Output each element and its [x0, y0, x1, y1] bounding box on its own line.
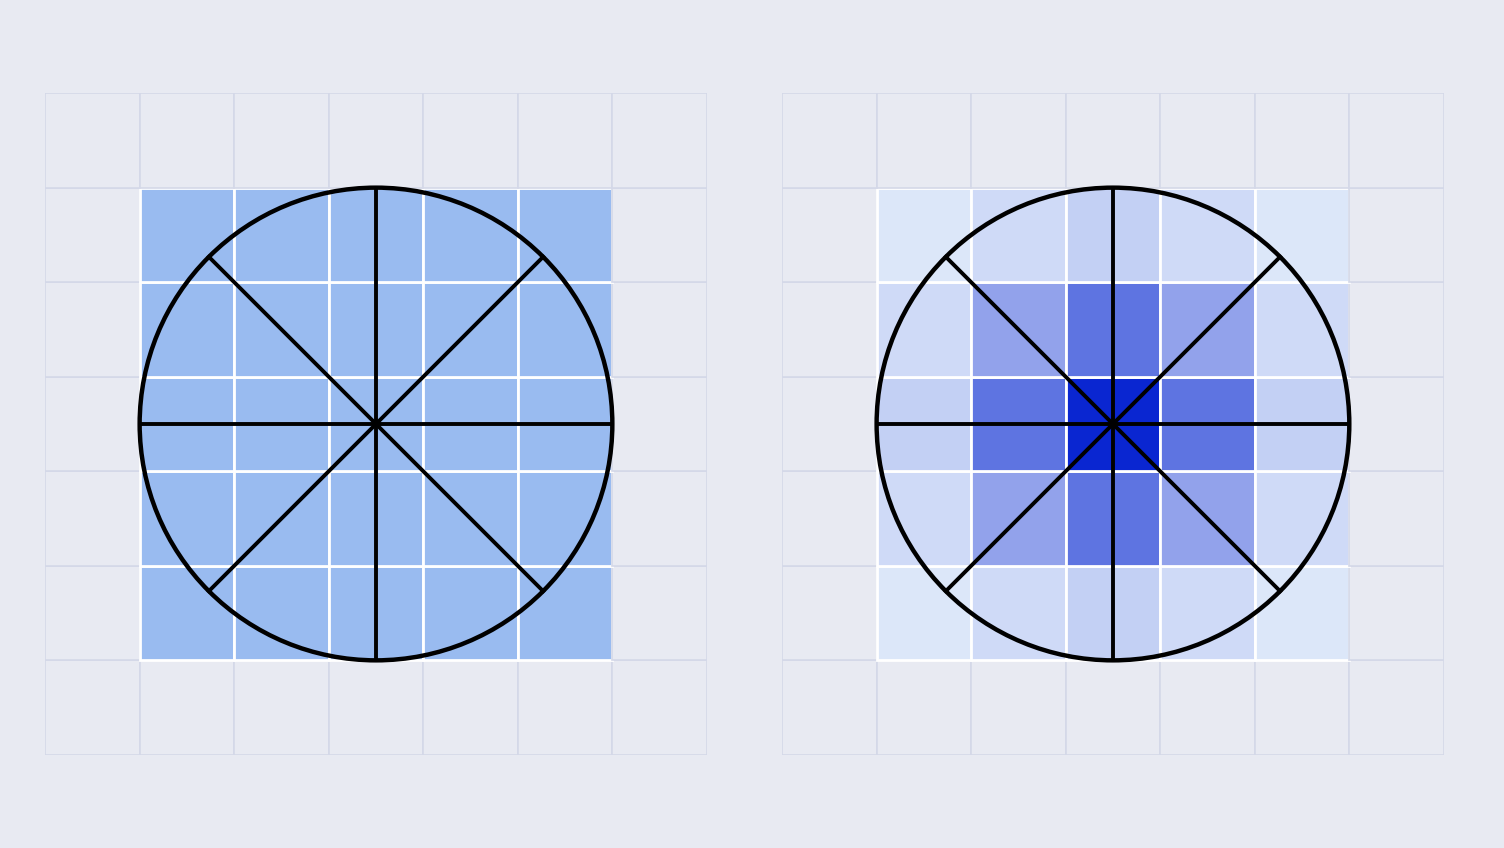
Bar	[423, 471, 517, 566]
Bar	[1160, 661, 1254, 755]
Bar	[972, 93, 1066, 187]
Bar	[235, 187, 329, 282]
Bar	[517, 377, 612, 471]
Bar	[423, 93, 517, 187]
Bar	[1349, 93, 1444, 187]
Bar	[329, 93, 423, 187]
Bar	[517, 566, 612, 661]
Bar	[235, 471, 329, 566]
Bar	[1066, 471, 1160, 566]
Bar	[45, 471, 140, 566]
Bar	[235, 282, 329, 377]
Bar	[612, 377, 707, 471]
Bar	[972, 282, 1066, 377]
Bar	[972, 661, 1066, 755]
Bar	[1160, 471, 1254, 566]
Bar	[423, 377, 517, 471]
Bar	[235, 566, 329, 661]
Bar	[1254, 282, 1349, 377]
Bar	[972, 471, 1066, 566]
Bar	[782, 566, 877, 661]
Bar	[877, 282, 972, 377]
Bar	[517, 282, 612, 377]
Bar	[877, 187, 972, 282]
Bar	[1160, 187, 1254, 282]
Bar	[1349, 661, 1444, 755]
Bar	[329, 661, 423, 755]
Bar	[1254, 377, 1349, 471]
Bar	[45, 282, 140, 377]
Bar	[517, 661, 612, 755]
Bar	[45, 661, 140, 755]
Bar	[140, 661, 235, 755]
Bar	[517, 471, 612, 566]
Bar	[612, 93, 707, 187]
Bar	[877, 566, 972, 661]
Bar	[1349, 187, 1444, 282]
Bar	[612, 471, 707, 566]
Bar	[140, 187, 235, 282]
Bar	[1254, 661, 1349, 755]
Bar	[1254, 187, 1349, 282]
Bar	[1160, 377, 1254, 471]
Bar	[612, 566, 707, 661]
Bar	[45, 93, 140, 187]
Bar	[423, 661, 517, 755]
Bar	[612, 282, 707, 377]
Bar	[423, 566, 517, 661]
Bar	[877, 471, 972, 566]
Bar	[329, 566, 423, 661]
Bar	[45, 566, 140, 661]
Bar	[1160, 566, 1254, 661]
Bar	[782, 661, 877, 755]
Bar	[45, 377, 140, 471]
Bar	[423, 187, 517, 282]
Bar	[423, 282, 517, 377]
Bar	[1066, 566, 1160, 661]
Bar	[877, 661, 972, 755]
Bar	[1349, 282, 1444, 377]
Bar	[517, 187, 612, 282]
Bar	[1349, 377, 1444, 471]
Bar	[517, 93, 612, 187]
Bar	[235, 661, 329, 755]
Bar	[1066, 282, 1160, 377]
Bar	[329, 377, 423, 471]
Bar	[1160, 282, 1254, 377]
Bar	[972, 377, 1066, 471]
Bar	[140, 471, 235, 566]
Bar	[877, 377, 972, 471]
Bar	[1254, 471, 1349, 566]
Bar	[140, 377, 235, 471]
Bar	[1066, 93, 1160, 187]
Bar	[1066, 377, 1160, 471]
Bar	[782, 187, 877, 282]
Bar	[1254, 93, 1349, 187]
Bar	[329, 187, 423, 282]
Bar	[1254, 566, 1349, 661]
Bar	[235, 93, 329, 187]
Bar	[972, 187, 1066, 282]
Bar	[877, 93, 972, 187]
Bar	[1066, 661, 1160, 755]
Bar	[140, 566, 235, 661]
Bar	[329, 471, 423, 566]
Bar	[329, 282, 423, 377]
Bar	[235, 377, 329, 471]
Bar	[972, 566, 1066, 661]
Bar	[1066, 187, 1160, 282]
Bar	[45, 187, 140, 282]
Bar	[1349, 566, 1444, 661]
Bar	[782, 93, 877, 187]
Bar	[140, 282, 235, 377]
Bar	[782, 471, 877, 566]
Bar	[782, 377, 877, 471]
Bar	[612, 187, 707, 282]
Bar	[1160, 93, 1254, 187]
Bar	[140, 93, 235, 187]
Bar	[782, 282, 877, 377]
Bar	[1349, 471, 1444, 566]
Bar	[612, 661, 707, 755]
